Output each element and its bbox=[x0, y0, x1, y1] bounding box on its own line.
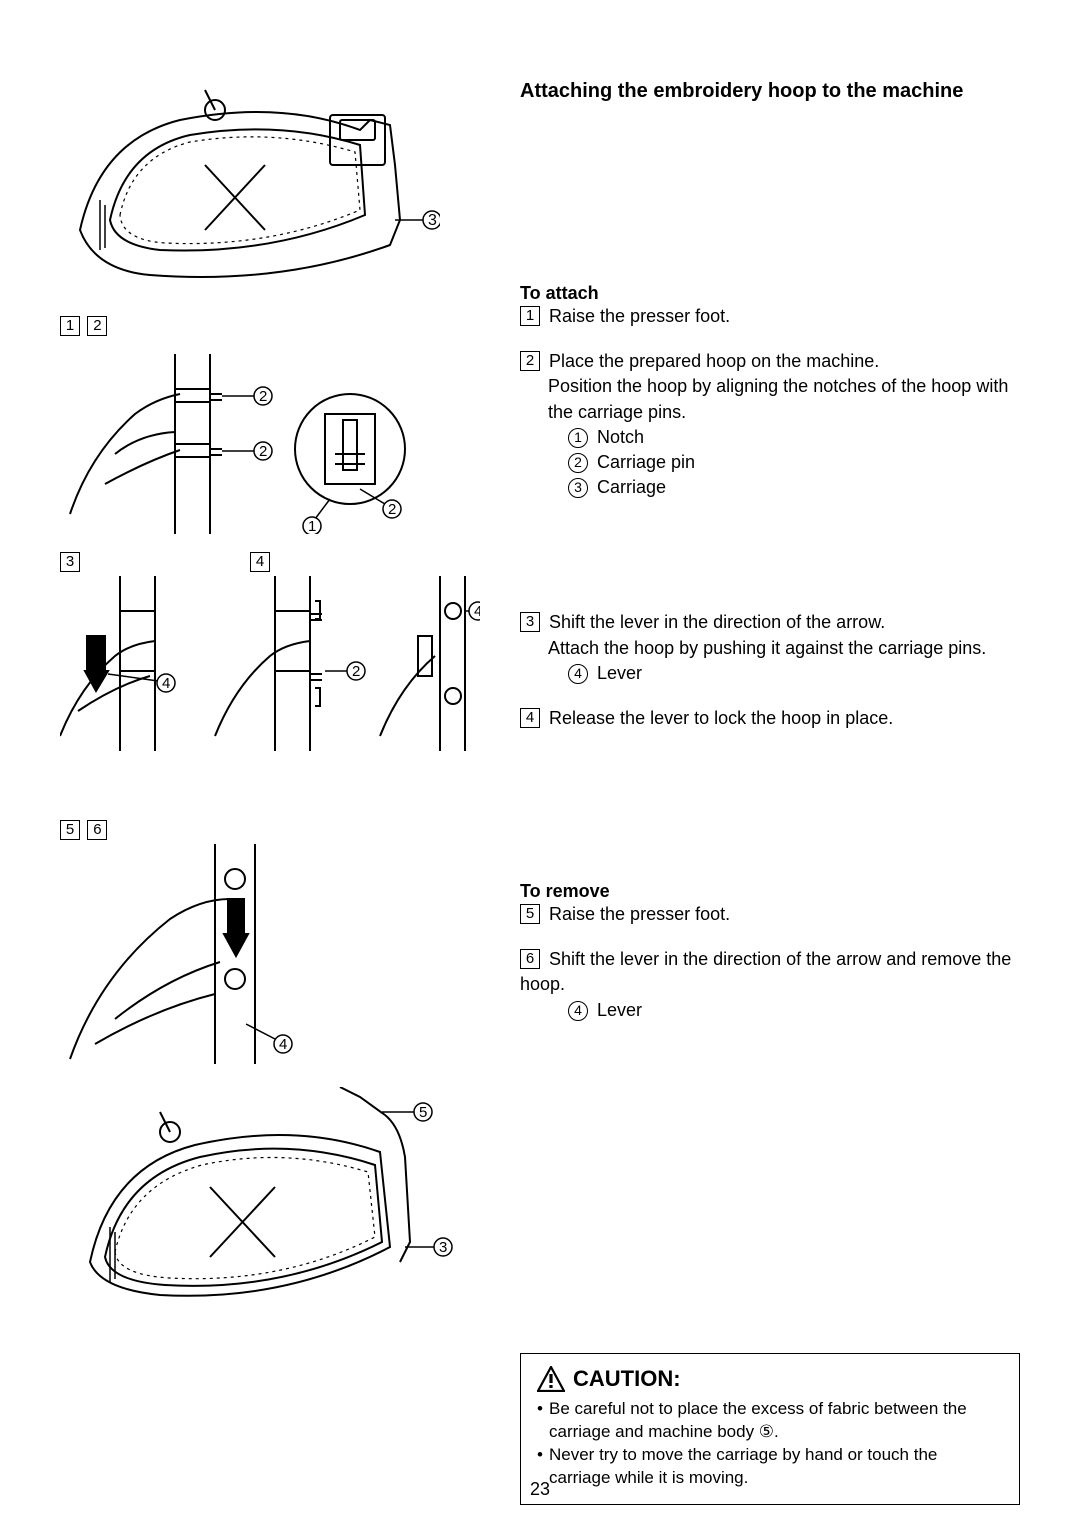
step-num-1: 1 bbox=[520, 306, 540, 326]
svg-text:3: 3 bbox=[428, 212, 437, 229]
text-column: Attaching the embroidery hoop to the mac… bbox=[510, 80, 1020, 1505]
figure-1-labels: 1 2 bbox=[60, 316, 490, 336]
figure-3-4: 4 2 bbox=[60, 576, 490, 756]
figure-5-6: 4 bbox=[60, 844, 490, 1069]
step-ref-6: 6 bbox=[87, 820, 107, 840]
attach-heading: To attach bbox=[520, 283, 1020, 304]
attach-step-1: 1 Raise the presser foot. bbox=[520, 304, 1020, 329]
figure-2-svg: 2 2 2 1 bbox=[60, 354, 440, 534]
part-num-2: 2 bbox=[568, 453, 588, 473]
svg-text:4: 4 bbox=[279, 1036, 287, 1053]
attach-step-2: 2 Place the prepared hoop on the machine… bbox=[520, 349, 1020, 500]
figure-1-svg: 3 bbox=[60, 80, 440, 310]
step-num-5: 5 bbox=[520, 904, 540, 924]
remove-step-5: 5 Raise the presser foot. bbox=[520, 902, 1020, 927]
part-num-4b: 4 bbox=[568, 1001, 588, 1021]
svg-text:2: 2 bbox=[352, 663, 360, 680]
step-ref-5: 5 bbox=[60, 820, 80, 840]
svg-text:4: 4 bbox=[474, 603, 480, 620]
step-ref-2: 2 bbox=[87, 316, 107, 336]
remove-heading: To remove bbox=[520, 881, 1020, 902]
part-num-4: 4 bbox=[568, 664, 588, 684]
svg-text:1: 1 bbox=[308, 518, 316, 534]
caution-label: CAUTION: bbox=[573, 1366, 681, 1392]
figure-1: 3 1 2 bbox=[60, 80, 490, 336]
caution-title-row: CAUTION: bbox=[537, 1366, 1003, 1392]
attach-step-4: 4 Release the lever to lock the hoop in … bbox=[520, 706, 1020, 731]
svg-text:3: 3 bbox=[439, 1239, 447, 1256]
figure-3-4-labels: 3 4 bbox=[60, 552, 440, 572]
warning-icon bbox=[537, 1366, 565, 1392]
figure-bottom-svg: 5 3 bbox=[60, 1087, 460, 1347]
svg-text:2: 2 bbox=[259, 443, 267, 460]
remove-step-6: 6 Shift the lever in the direction of th… bbox=[520, 947, 1020, 1023]
step-6-text: Shift the lever in the direction of the … bbox=[520, 949, 1011, 994]
step-num-2: 2 bbox=[520, 351, 540, 371]
step-3-text: Shift the lever in the direction of the … bbox=[549, 612, 885, 632]
step-3-text2: Attach the hoop by pushing it against th… bbox=[520, 636, 1020, 661]
part-label-lever-b: Lever bbox=[597, 1000, 642, 1020]
svg-text:5: 5 bbox=[419, 1104, 427, 1121]
step-2-text2: Position the hoop by aligning the notche… bbox=[520, 374, 1020, 424]
part-num-3: 3 bbox=[568, 478, 588, 498]
figure-bottom: 5 3 bbox=[60, 1087, 490, 1347]
part-label-carriage-pin: Carriage pin bbox=[597, 452, 695, 472]
part-label-notch: Notch bbox=[597, 427, 644, 447]
step-2-text: Place the prepared hoop on the machine. bbox=[549, 351, 879, 371]
figure-5-6-labels: 5 6 bbox=[60, 820, 490, 840]
part-label-carriage: Carriage bbox=[597, 477, 666, 497]
step-5-text: Raise the presser foot. bbox=[549, 904, 730, 924]
caution-list: •Be careful not to place the excess of f… bbox=[537, 1398, 1003, 1490]
page-title: Attaching the embroidery hoop to the mac… bbox=[520, 80, 1020, 103]
caution-box: CAUTION: •Be careful not to place the ex… bbox=[520, 1353, 1020, 1505]
step-num-6: 6 bbox=[520, 949, 540, 969]
svg-text:2: 2 bbox=[259, 388, 267, 405]
figure-3-4-svg: 4 2 bbox=[60, 576, 480, 756]
step-ref-4: 4 bbox=[250, 552, 270, 572]
step-ref-1: 1 bbox=[60, 316, 80, 336]
svg-text:4: 4 bbox=[162, 675, 170, 692]
figure-2: 2 2 2 1 bbox=[60, 354, 490, 534]
step-num-4: 4 bbox=[520, 708, 540, 728]
caution-item-1: Be careful not to place the excess of fa… bbox=[549, 1398, 1003, 1444]
part-label-lever: Lever bbox=[597, 663, 642, 683]
illustrations-column: 3 1 2 bbox=[60, 80, 490, 1505]
step-num-3: 3 bbox=[520, 612, 540, 632]
step-1-text: Raise the presser foot. bbox=[549, 306, 730, 326]
svg-text:2: 2 bbox=[388, 501, 396, 518]
figure-5-6-svg: 4 bbox=[60, 844, 360, 1069]
caution-item-2: Never try to move the carriage by hand o… bbox=[549, 1444, 1003, 1490]
step-4-text: Release the lever to lock the hoop in pl… bbox=[549, 708, 893, 728]
page-number: 23 bbox=[530, 1479, 550, 1500]
attach-step-3: 3 Shift the lever in the direction of th… bbox=[520, 610, 1020, 686]
step-ref-3: 3 bbox=[60, 552, 80, 572]
part-num-1: 1 bbox=[568, 428, 588, 448]
